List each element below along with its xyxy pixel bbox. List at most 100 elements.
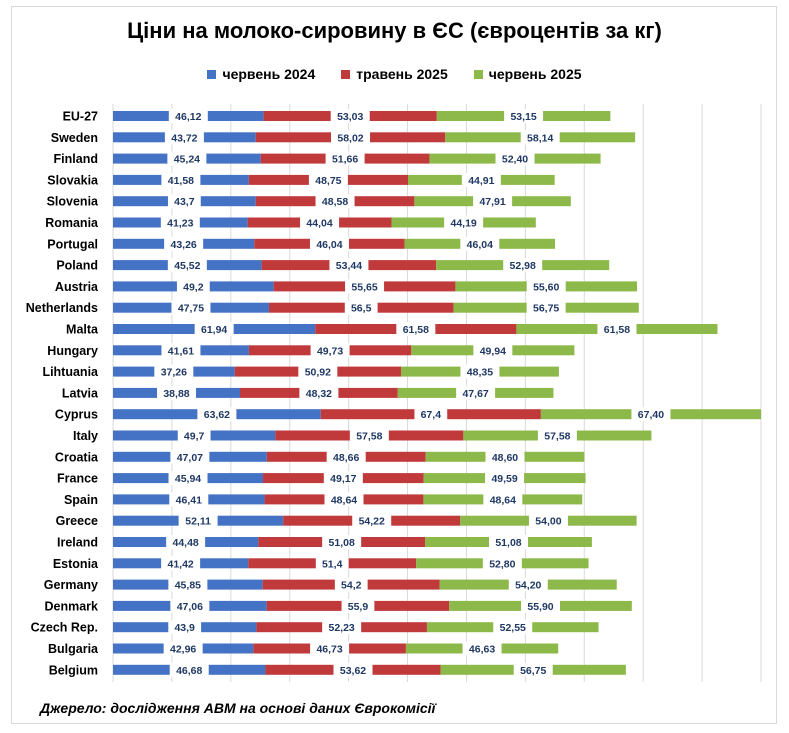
data-label: 46,04: [316, 239, 342, 251]
data-label: 43,9: [174, 622, 195, 634]
data-label: 51,4: [322, 558, 343, 570]
legend-label-jun-2025: червень 2025: [488, 66, 582, 82]
data-label-background: [164, 130, 204, 145]
category-label: Estonia: [53, 557, 99, 571]
data-label-background: [315, 194, 355, 209]
data-label: 55,9: [348, 601, 369, 613]
data-label: 44,91: [468, 175, 494, 187]
data-label-background: [156, 385, 196, 400]
data-label-background: [631, 407, 671, 422]
category-label: Latvia: [62, 386, 99, 400]
category-label: Spain: [64, 493, 98, 507]
data-label-background: [167, 194, 201, 209]
data-label-background: [504, 109, 544, 123]
data-label-background: [473, 194, 513, 209]
category-label: Hungary: [47, 344, 98, 358]
data-label: 54,00: [535, 516, 561, 528]
data-label: 51,08: [329, 537, 355, 549]
category-label: Poland: [56, 259, 98, 273]
category-label: Austria: [55, 280, 99, 294]
data-label-background: [168, 577, 208, 592]
data-label: 54,20: [515, 580, 541, 592]
data-label-background: [329, 258, 369, 273]
data-label: 41,23: [167, 218, 193, 230]
data-label-background: [161, 343, 201, 358]
data-label: 53,03: [337, 111, 363, 123]
data-label: 47,67: [462, 388, 488, 400]
data-label-background: [310, 641, 350, 656]
category-label: EU-27: [63, 110, 98, 124]
data-label: 61,58: [403, 324, 429, 336]
data-label: 48,75: [315, 175, 341, 187]
data-label-background: [322, 620, 362, 635]
data-label: 54,2: [341, 580, 362, 592]
category-label: Belgium: [49, 663, 98, 677]
data-label-background: [166, 535, 206, 549]
data-label: 49,73: [317, 345, 343, 357]
category-label: Italy: [73, 429, 98, 443]
data-label-background: [308, 172, 348, 187]
data-label: 46,41: [176, 494, 202, 506]
data-label: 54,22: [359, 516, 385, 528]
data-label: 44,19: [450, 218, 476, 230]
source-note: Джерело: дослідження АВМ на основі даних…: [40, 700, 436, 716]
data-label-background: [526, 300, 566, 315]
data-label-background: [197, 407, 237, 422]
data-label-background: [460, 236, 500, 251]
data-label-background: [194, 322, 234, 336]
data-label: 56,75: [520, 665, 546, 677]
data-label: 61,58: [604, 324, 630, 336]
data-label: 43,26: [170, 239, 196, 251]
data-label-background: [300, 215, 340, 230]
data-label-background: [488, 535, 528, 549]
category-label: Denmark: [45, 599, 99, 613]
data-label: 43,72: [171, 132, 197, 144]
data-label-background: [322, 535, 362, 549]
category-label: Portugal: [47, 237, 98, 251]
data-label-background: [325, 151, 365, 166]
data-label-background: [528, 513, 568, 528]
data-label-background: [323, 471, 363, 486]
data-label: 48,60: [492, 452, 518, 464]
data-label-background: [493, 620, 533, 635]
data-label: 63,62: [204, 409, 230, 421]
data-label: 50,92: [305, 367, 331, 379]
category-label: Slovenia: [47, 195, 99, 209]
data-label-background: [324, 492, 364, 507]
data-label: 47,06: [177, 601, 203, 613]
data-label-background: [521, 598, 561, 613]
data-label-background: [167, 258, 207, 273]
legend-swatch-jun-2025: [473, 69, 483, 79]
data-label-background: [310, 343, 350, 358]
data-label-background: [164, 236, 204, 251]
data-label: 49,2: [183, 281, 204, 293]
data-label: 48,58: [322, 196, 348, 208]
chart-title: Ціни на молоко-сировину в ЄС (євроцентів…: [127, 18, 662, 43]
data-label: 55,60: [533, 281, 559, 293]
data-label-background: [485, 449, 525, 464]
data-label-background: [414, 407, 448, 422]
data-label-background: [473, 343, 513, 358]
category-label: Slovakia: [47, 173, 99, 187]
data-label: 45,94: [175, 473, 201, 485]
category-label: Bulgaria: [48, 642, 99, 656]
data-label-background: [176, 279, 210, 294]
data-label-background: [163, 641, 203, 656]
data-label-background: [341, 598, 375, 613]
data-label: 49,94: [480, 345, 506, 357]
data-label-background: [485, 471, 525, 486]
data-label-background: [178, 513, 218, 528]
legend-label-may-2025: травень 2025: [356, 66, 448, 82]
data-label: 52,55: [500, 622, 526, 634]
legend-item-jun-2025: червень 2025: [473, 66, 582, 82]
data-label-background: [168, 620, 202, 635]
data-label: 45,24: [174, 154, 200, 166]
data-label: 56,5: [351, 303, 372, 315]
data-label: 48,35: [467, 367, 493, 379]
data-label-background: [170, 598, 210, 613]
data-label: 48,32: [306, 388, 332, 400]
data-label: 49,17: [330, 473, 356, 485]
data-label: 53,62: [340, 665, 366, 677]
data-label-background: [444, 215, 484, 230]
